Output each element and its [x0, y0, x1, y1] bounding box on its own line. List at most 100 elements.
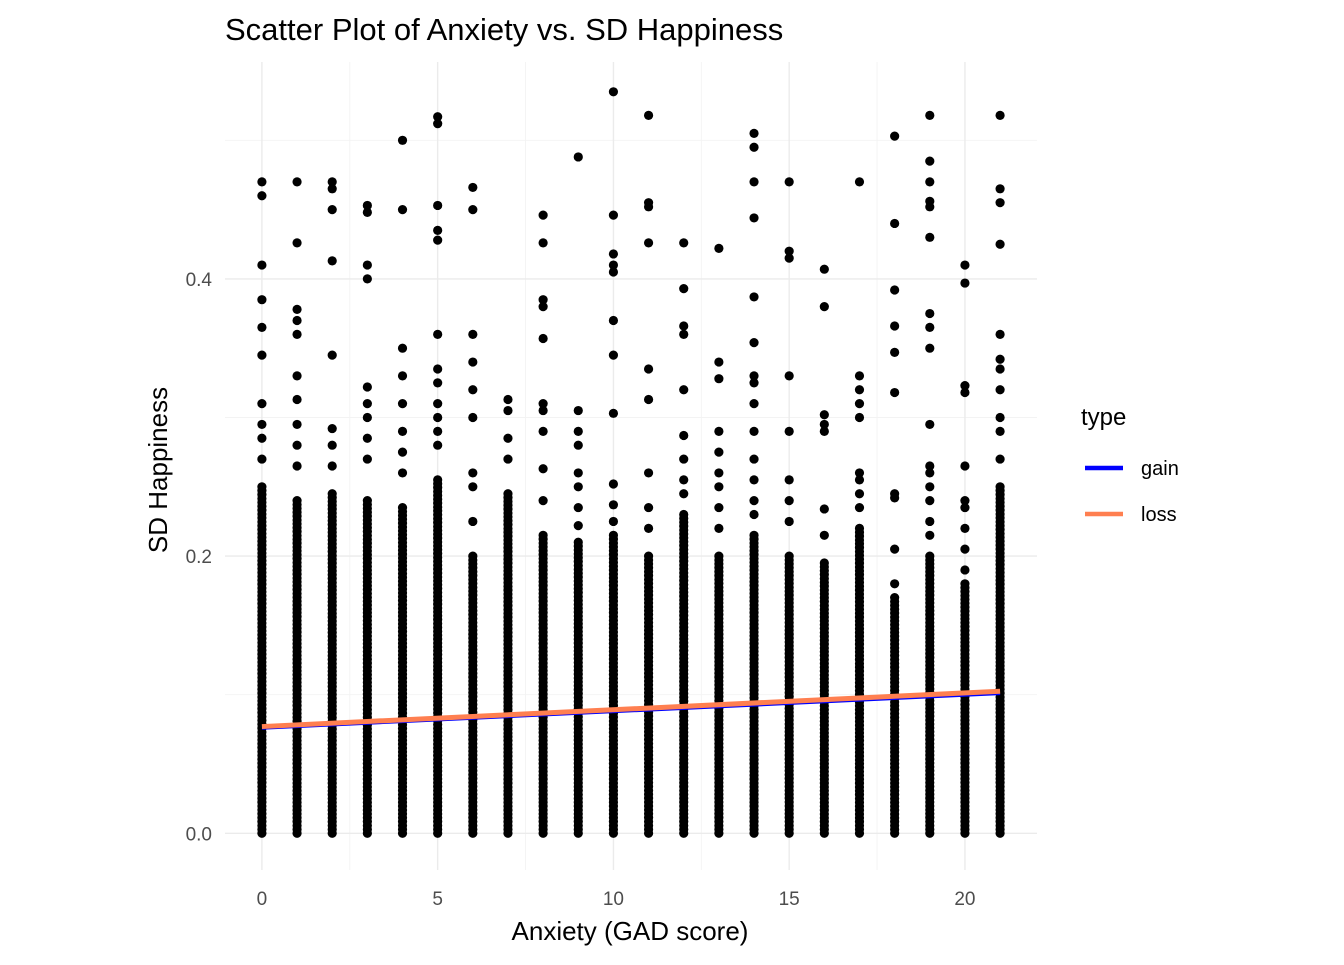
scatter-point: [890, 285, 900, 295]
scatter-point: [714, 374, 724, 384]
scatter-point: [995, 198, 1005, 208]
y-tick-label: 0.0: [186, 824, 212, 845]
scatter-point: [608, 479, 619, 489]
scatter-point: [362, 274, 372, 284]
scatter-point: [257, 454, 267, 464]
scatter-point: [643, 110, 654, 120]
scatter-point: [890, 544, 900, 554]
scatter-point: [503, 394, 513, 405]
scatter-point: [573, 405, 583, 416]
scatter-point: [679, 321, 689, 331]
scatter-point: [433, 200, 443, 211]
scatter-point: [854, 523, 865, 533]
scatter-point: [995, 110, 1005, 120]
scatter-point: [433, 225, 443, 235]
scatter-point: [538, 333, 548, 344]
scatter-point: [714, 426, 724, 436]
scatter-point: [925, 419, 935, 430]
scatter-point: [890, 493, 900, 503]
scatter-point: [890, 387, 900, 398]
scatter-point: [327, 350, 337, 360]
scatter-point: [397, 205, 408, 215]
scatter-point: [749, 509, 759, 520]
scatter-point: [257, 399, 267, 409]
scatter-point: [327, 461, 337, 471]
scatter-point: [643, 238, 654, 248]
scatter-point: [362, 207, 372, 217]
scatter-point: [925, 156, 935, 166]
scatter-point: [362, 496, 372, 506]
scatter-point: [925, 322, 935, 333]
scatter-point: [292, 177, 302, 187]
scatter-point: [854, 502, 865, 513]
scatter-point: [468, 182, 478, 193]
scatter-point: [925, 202, 935, 212]
scatter-point: [608, 516, 619, 527]
scatter-point: [995, 364, 1005, 374]
y-tick-label: 0.4: [186, 270, 213, 291]
scatter-point: [362, 200, 372, 211]
scatter-point: [890, 347, 900, 357]
scatter-point: [573, 468, 583, 478]
scatter-point: [890, 131, 900, 141]
scatter-point: [749, 475, 759, 485]
scatter-point: [433, 235, 443, 245]
x-axis-title: Anxiety (GAD score): [512, 916, 749, 946]
scatter-point: [925, 110, 935, 120]
grid: [225, 62, 1037, 870]
scatter-point: [679, 430, 689, 441]
scatter-point: [503, 433, 513, 443]
scatter-point: [714, 447, 724, 457]
scatter-point: [749, 292, 759, 302]
scatter-point: [643, 523, 654, 533]
scatter-point: [749, 399, 759, 409]
scatter-point: [749, 177, 759, 187]
scatter-point: [397, 399, 408, 409]
scatter-point: [960, 523, 970, 533]
scatter-point: [643, 394, 654, 405]
scatter-point: [784, 475, 794, 485]
scatter-point: [819, 302, 829, 312]
scatter-point: [433, 378, 443, 388]
scatter-point: [784, 516, 794, 527]
scatter-point: [608, 530, 619, 540]
x-tick-label: 5: [432, 889, 443, 910]
scatter-point: [573, 152, 583, 162]
trend-line-loss: [261, 688, 1001, 730]
scatter-point: [503, 454, 513, 464]
scatter-point: [749, 426, 759, 436]
scatter-point: [538, 530, 548, 540]
scatter-point: [960, 381, 970, 391]
scatter-point: [608, 249, 619, 259]
scatter-point: [292, 461, 302, 471]
scatter-point: [608, 500, 619, 510]
trend-lines: [261, 688, 1001, 730]
scatter-point: [679, 454, 689, 464]
scatter-point: [643, 502, 654, 513]
scatter-point: [257, 350, 267, 360]
scatter-point: [433, 364, 443, 374]
scatter-point: [257, 482, 267, 492]
scatter-point: [468, 205, 478, 215]
scatter-point: [784, 253, 794, 263]
scatter-point: [960, 278, 970, 288]
scatter-point: [397, 447, 408, 457]
scatter-point: [292, 238, 302, 248]
scatter-point: [679, 284, 689, 294]
scatter-point: [925, 496, 935, 506]
scatter-point: [468, 329, 478, 339]
scatter-point: [819, 419, 829, 430]
scatter-point: [819, 426, 829, 436]
scatter-point: [643, 202, 654, 212]
chart-title: Scatter Plot of Anxiety vs. SD Happiness: [225, 12, 783, 47]
scatter-point: [854, 385, 865, 395]
scatter-point: [679, 385, 689, 395]
scatter-point: [960, 496, 970, 506]
scatter-point: [960, 387, 970, 398]
scatter-point: [643, 468, 654, 478]
scatter-points: [257, 87, 1005, 838]
scatter-point: [854, 489, 865, 499]
legend-label-gain: gain: [1141, 458, 1179, 480]
scatter-point: [257, 177, 267, 187]
scatter-point: [784, 426, 794, 436]
